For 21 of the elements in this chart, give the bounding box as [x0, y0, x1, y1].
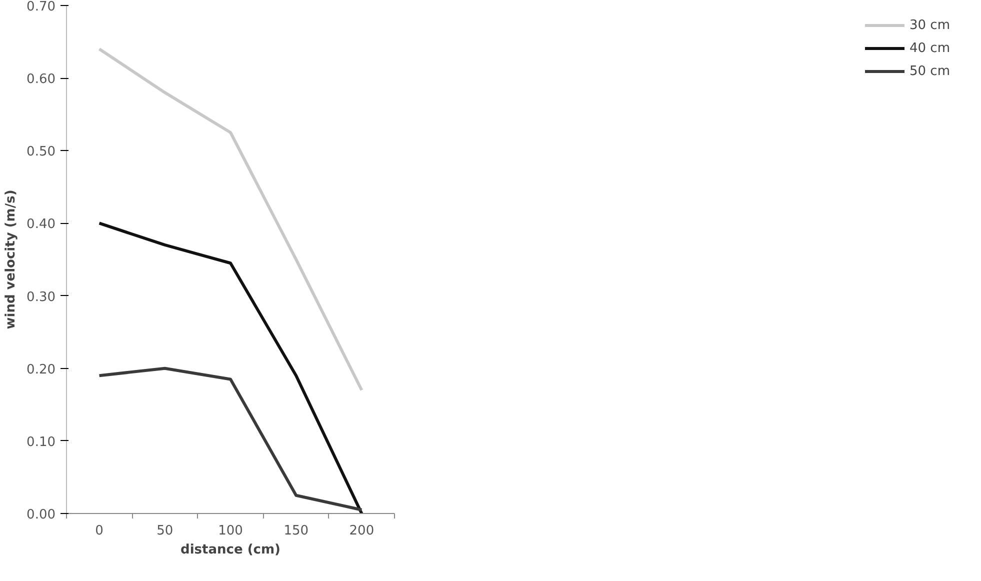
y-tick-label: 0.20	[26, 362, 56, 378]
y-axis-title: wind velocity (m/s)	[4, 190, 19, 330]
x-tick-label: 50	[156, 524, 174, 538]
y-tick-label: 0.60	[26, 72, 56, 88]
line-series	[98, 222, 364, 514]
y-tick-label: 0.30	[26, 290, 56, 305]
x-tick-label: 0	[95, 524, 104, 538]
x-tick-label: 100	[218, 524, 243, 538]
y-tick-label: 0.70	[26, 0, 56, 14]
legend-label: 50 cm	[910, 64, 950, 78]
x-tick-label: 200	[349, 524, 374, 538]
line-series	[98, 48, 364, 392]
y-tick-label: 0.10	[26, 434, 56, 450]
legend-label: 30 cm	[910, 18, 950, 32]
x-tick-label: 150	[284, 524, 309, 538]
y-tick-label: 0.00	[26, 508, 56, 522]
y-tick-label: 0.50	[26, 144, 56, 160]
y-tick-label: 0.40	[26, 217, 56, 232]
x-axis-title: distance (cm)	[180, 542, 280, 558]
line-series	[98, 366, 364, 512]
legend-label: 40 cm	[910, 40, 950, 56]
